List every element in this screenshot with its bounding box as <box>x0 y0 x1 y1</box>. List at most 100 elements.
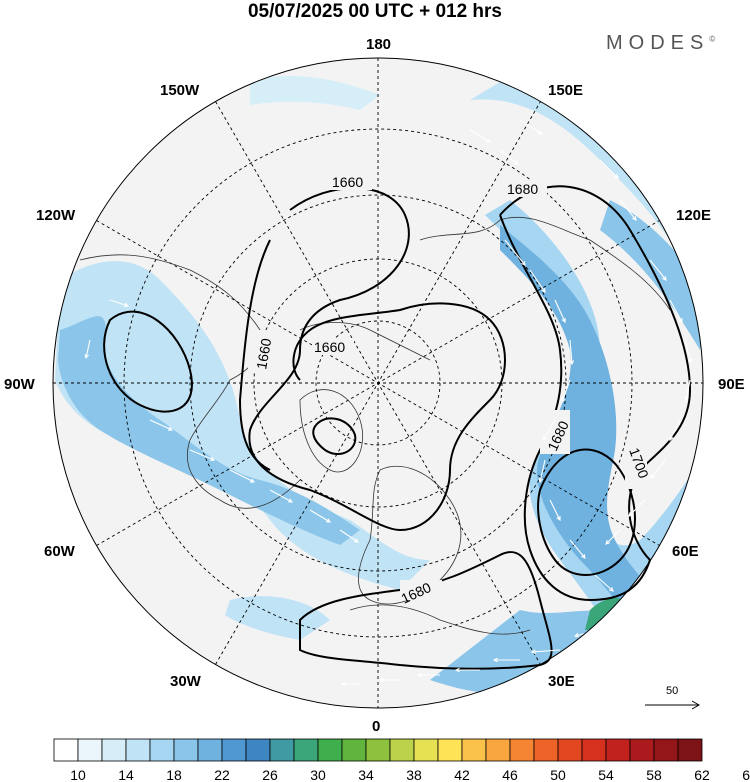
wind-arrow-head <box>537 130 544 135</box>
wind-arrow-head <box>542 435 547 442</box>
lon-label-30e: 30E <box>548 673 575 690</box>
wind-arrow-head <box>650 473 655 479</box>
meridian-150w-30e <box>215 101 541 665</box>
wind-arrow <box>619 599 641 615</box>
geopotential-contours <box>103 185 692 670</box>
wind-arrow-head <box>541 287 546 294</box>
colorbar-swatch <box>53 738 79 762</box>
lon-label-150e: 150E <box>548 82 583 99</box>
wind-arrow-head <box>614 174 619 179</box>
colorbar-tick-label: 38 <box>406 767 422 782</box>
wind-arrow-head <box>454 667 460 673</box>
wind-arrow-head <box>530 649 536 655</box>
map-border <box>52 57 704 709</box>
wind-arrow <box>685 379 691 401</box>
reference-vector-label: 50 <box>666 685 678 697</box>
wind-arrow <box>619 199 637 221</box>
lon-label-0: 0 <box>372 718 380 735</box>
wind-arrow-head <box>325 518 332 523</box>
jet-north-america <box>55 261 430 590</box>
jet-pacific-nw <box>250 75 380 110</box>
wind-arrow-head <box>209 456 216 461</box>
wind-arrow-head <box>662 275 667 281</box>
wind-arrow <box>549 499 561 521</box>
colorbar-swatch <box>653 738 679 762</box>
colorbar-swatch <box>677 738 703 762</box>
colorbar-tick-label: 58 <box>646 767 662 782</box>
wind-arrow <box>561 379 571 403</box>
contour-1660-west <box>238 239 271 471</box>
wind-arrow-head <box>123 302 130 308</box>
wind-arrow-head <box>492 657 498 663</box>
colorbar-swatch <box>389 738 415 762</box>
lon-label-60w: 60W <box>44 543 76 560</box>
wind-arrow <box>569 339 573 365</box>
longitude-labels: 180 150E 120E 90E 60E 30E 0 30W 60W 90W … <box>4 36 745 735</box>
wind-arrow-head <box>616 626 623 631</box>
colorbar-swatch <box>77 738 103 762</box>
colorbar-swatch <box>413 738 439 762</box>
wind-arrow <box>569 539 586 559</box>
wind-arrow-head <box>84 353 89 360</box>
wind-arrow <box>669 419 681 441</box>
colorbar-swatch <box>629 738 655 762</box>
wind-arrow <box>269 489 293 503</box>
wind-arrow <box>628 499 646 517</box>
lon-label-90e: 90E <box>718 376 745 393</box>
colorbar-swatch <box>557 738 583 762</box>
wind-arrow-head <box>573 632 580 638</box>
wind-arrow <box>85 339 91 359</box>
colorbar-swatch <box>173 738 199 762</box>
wind-vectors <box>84 119 693 687</box>
contour-1660-outer <box>248 187 506 532</box>
wind-arrow-head <box>416 672 422 678</box>
lon-label-180: 180 <box>366 36 391 53</box>
wind-arrow <box>669 299 683 323</box>
colorbar-swatch <box>101 738 127 762</box>
wind-arrow <box>617 619 641 631</box>
wind-arrow-head <box>581 553 586 559</box>
wind-arrow-head <box>678 317 683 324</box>
wind-arrow <box>554 299 566 323</box>
wind-arrow-head <box>538 477 543 484</box>
colorbar-swatch <box>293 738 319 762</box>
colorbar-tick-label: 34 <box>358 767 374 782</box>
contour-label-1: 1660 <box>332 174 363 190</box>
colorbar-tick-label: 14 <box>118 767 134 782</box>
jet-na-core <box>58 316 360 545</box>
contour-1660-closed-na <box>103 310 193 413</box>
wind-arrow <box>649 259 667 281</box>
colorbar-tick-label: 62 <box>694 767 710 782</box>
wind-arrow <box>309 509 331 523</box>
colorbar-swatch <box>245 738 271 762</box>
wind-arrow-head <box>684 396 689 402</box>
wind-arrow <box>149 419 173 431</box>
coast-asia <box>419 216 671 311</box>
wind-arrow-head <box>521 260 526 266</box>
coast-greenland <box>299 389 364 473</box>
wind-arrow <box>109 299 129 307</box>
wind-arrow-head <box>669 435 674 442</box>
wind-arrow-head <box>340 681 346 687</box>
colorbar-swatch <box>533 738 559 762</box>
wind-arrow-head <box>632 215 637 221</box>
colorbar-swatch <box>461 738 487 762</box>
wind-arrow-head <box>556 515 561 522</box>
wind-arrow-head <box>560 397 566 404</box>
wind-arrow-head <box>628 512 633 517</box>
colorbar-tick-label: 30 <box>310 767 326 782</box>
wind-arrow-head <box>605 540 610 545</box>
brand-logo: MODES© <box>606 32 715 55</box>
lon-label-120w: 120W <box>36 207 76 224</box>
wind-arrow <box>519 119 543 135</box>
jet-mideast <box>430 610 620 695</box>
colorbar-swatch <box>485 738 511 762</box>
contour-1700 <box>537 448 636 576</box>
wind-arrow-head <box>635 610 641 615</box>
colorbar-swatch <box>317 738 343 762</box>
wind-arrow <box>189 449 215 461</box>
lon-label-30w: 30W <box>170 673 202 690</box>
wind-arrow-head <box>167 426 174 431</box>
wind-arrow-head <box>608 587 614 592</box>
wind-arrow-head <box>378 677 384 683</box>
